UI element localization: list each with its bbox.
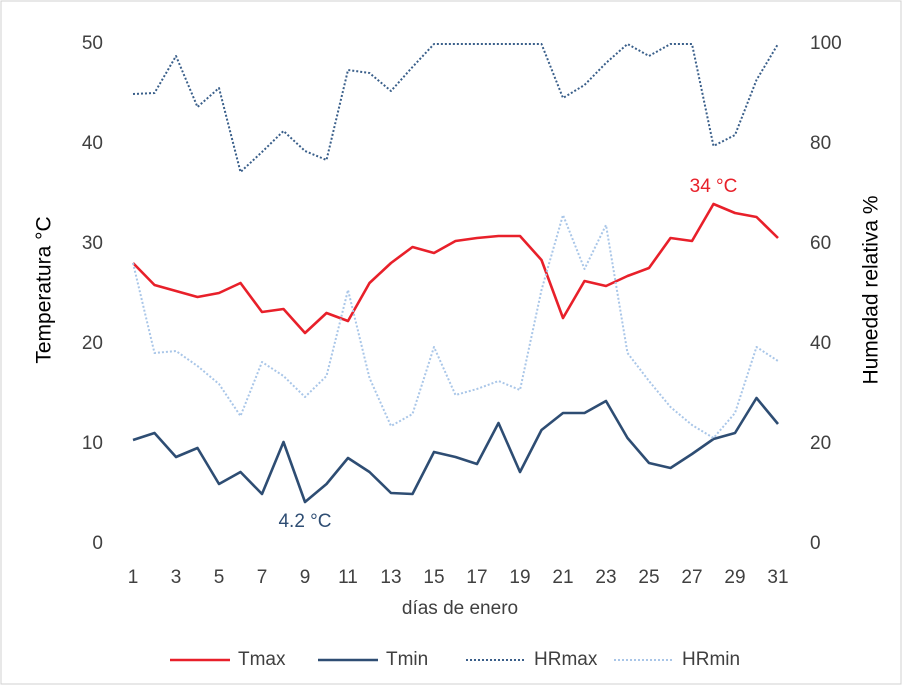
series-line — [132, 214, 779, 439]
series-line — [132, 43, 779, 173]
x-axis-title: días de enero — [402, 598, 518, 619]
y2-tick-label: 20 — [810, 433, 831, 454]
x-tick-label: 27 — [681, 567, 702, 588]
y-axis-title: Temperatura °C — [33, 216, 56, 363]
y-tick-label: 0 — [92, 533, 103, 554]
y2-tick-label: 100 — [810, 33, 842, 54]
x-tick-label: 1 — [128, 567, 139, 588]
x-tick-label: 5 — [214, 567, 225, 588]
legend-label: HRmin — [682, 649, 740, 670]
x-tick-label: 13 — [380, 567, 401, 588]
x-tick-label: 15 — [423, 567, 444, 588]
x-tick-label: 25 — [638, 567, 659, 588]
series-line — [132, 202, 779, 335]
x-tick-label: 19 — [509, 567, 530, 588]
x-tick-label: 3 — [171, 567, 182, 588]
x-tick-label: 7 — [257, 567, 268, 588]
x-tick-label: 11 — [338, 567, 358, 588]
y-tick-label: 30 — [82, 233, 103, 254]
y2-axis-title: Humedad relativa % — [860, 195, 883, 384]
y2-tick-label: 60 — [810, 233, 831, 254]
x-tick-label: 9 — [300, 567, 311, 588]
legend-label: Tmax — [238, 649, 286, 670]
legend-label: Tmin — [386, 649, 428, 670]
x-tick-label: 17 — [466, 567, 487, 588]
y-tick-label: 50 — [82, 33, 103, 54]
x-tick-label: 31 — [767, 567, 788, 588]
annotation: 34 °C — [690, 176, 738, 197]
y-tick-label: 10 — [82, 433, 103, 454]
y2-tick-label: 40 — [810, 333, 831, 354]
y2-tick-label: 0 — [810, 533, 821, 554]
y-tick-label: 40 — [82, 133, 103, 154]
y2-tick-label: 80 — [810, 133, 831, 154]
series-line — [132, 396, 780, 504]
x-tick-label: 29 — [724, 567, 745, 588]
x-tick-label: 21 — [552, 567, 573, 588]
y-tick-label: 20 — [82, 333, 103, 354]
annotation: 4.2 °C — [278, 511, 331, 532]
x-tick-label: 23 — [595, 567, 616, 588]
legend-label: HRmax — [534, 649, 598, 670]
